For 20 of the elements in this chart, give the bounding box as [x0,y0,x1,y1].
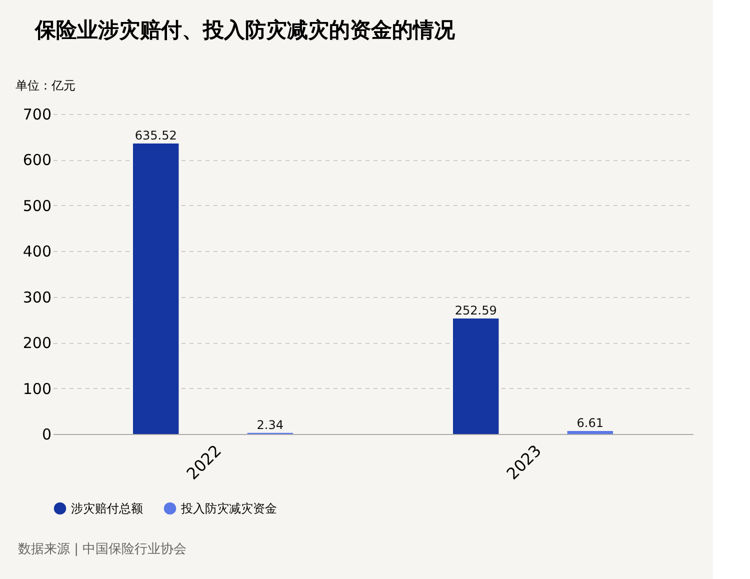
y-tick-label: 600 [22,151,52,170]
y-tick-label: 200 [22,334,52,352]
y-tick-label: 500 [22,196,52,215]
data-label: 252.59 [454,304,497,318]
bar [567,430,613,434]
legend-label: 投入防灾减灾资金 [180,501,277,516]
y-tick-label: 700 [22,106,52,124]
source-note: 数据来源 | 中国保险行业协会 [18,542,187,557]
y-tick-label: 0 [42,426,52,444]
y-tick-label: 300 [22,288,52,306]
y-tick-label: 400 [22,242,52,261]
legend-label: 涉灾赔付总额 [71,501,143,516]
data-label: 6.61 [576,416,604,430]
y-axis-title: 单位：亿元 [16,78,76,92]
chart-title: 保险业涉灾赔付、投入防灾减灾的资金的情况 [34,18,456,42]
data-label: 2.34 [256,418,284,432]
bar [133,143,179,434]
data-label: 635.52 [134,128,177,142]
bar [453,318,499,434]
y-tick-label: 100 [22,380,52,398]
